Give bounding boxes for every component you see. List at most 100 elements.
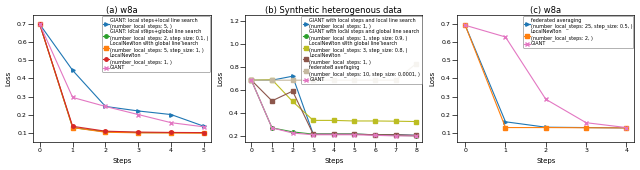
Line: GIANT with local steps and local line search
(number_local_steps: 1, ): GIANT with local steps and local line se… <box>250 74 418 137</box>
LocalNewton with global line search
(number_local_steps: 5, step_size: 1, ): (1, 0.128): 5, step_size: 1, ): (1, 0.128) <box>69 126 77 129</box>
GIANT <box>502 36 509 38</box>
Line: LocalNewton with global line search
(number_local_steps: 5, step_size: 1, ): LocalNewton with global line search (num… <box>38 23 205 135</box>
GIANT <box>200 126 208 128</box>
GIANT <box>268 127 276 129</box>
GIANT: local steps+local line search
(number_local_steps: 5, ): (5, 0.135): local steps+local line search (number_lo… <box>200 125 208 127</box>
GIANT with local steps and local line search
(number_local_steps: 1, ): (3, 0.215): 1, ): (3, 0.215) <box>309 133 317 135</box>
GIANT with local steps and local line search
(number_local_steps: 1, ): (0, 0.685): 1, ): (0, 0.685) <box>248 79 255 81</box>
LocalNewton
(number_local_steps: 1, ): (1, 0.505): 1, ): (1, 0.505) <box>268 100 276 102</box>
Line: federated averaging
(number_local_steps: 10, step_size: 0.0001, ): federated averaging (number_local_steps:… <box>250 62 418 82</box>
LocalNewton
(number_local_steps: 1, ): (1, 0.135): 1, ): (1, 0.135) <box>69 125 77 127</box>
LocalNewton
(number_local_steps: 1, ): (0, 0.685): 1, ): (0, 0.685) <box>248 79 255 81</box>
federated averaging
(number_local_steps: 25, step_size: 0.5, ): (4, 0.126): 25, step_size: 0.5, ): (4, 0.126) <box>623 127 630 129</box>
Title: (c) w8a: (c) w8a <box>530 6 561 15</box>
GIANT: local steps+global line search
(number_local_steps: 2, step_size: 0.1, ): (3, 0.1): local steps+global line search (number_l… <box>134 132 142 134</box>
Y-axis label: Loss: Loss <box>218 71 223 86</box>
federated averaging
(number_local_steps: 10, step_size: 0.0001, ): (0, 0.685): 10, step_size: 0.0001, ): (0, 0.685) <box>248 79 255 81</box>
LocalNewton
(number_local_steps: 1, ): (7, 0.21): 1, ): (7, 0.21) <box>392 134 399 136</box>
federated averaging
(number_local_steps: 10, step_size: 0.0001, ): (7, 0.685): 10, step_size: 0.0001, ): (7, 0.685) <box>392 79 399 81</box>
LocalNewton with global line search
(number_local_steps: 5, step_size: 1, ): (5, 0.097): 5, step_size: 1, ): (5, 0.097) <box>200 132 208 134</box>
GIANT with local steps and global line search
(number_local_steps: 1, step_size: 0.9, ): (0, 0.685): 1, step_size: 0.9, ): (0, 0.685) <box>248 79 255 81</box>
GIANT <box>412 135 420 137</box>
GIANT with local steps and global line search
(number_local_steps: 1, step_size: 0.9, ): (7, 0.205): 1, step_size: 0.9, ): (7, 0.205) <box>392 134 399 136</box>
LocalNewton with global line search
(number_local_steps: 3, step_size: 0.8, ): (5, 0.33): 3, step_size: 0.8, ): (5, 0.33) <box>351 120 358 122</box>
GIANT with local steps and global line search
(number_local_steps: 1, step_size: 0.9, ): (8, 0.2): 1, step_size: 0.9, ): (8, 0.2) <box>412 135 420 137</box>
GIANT <box>134 114 142 116</box>
GIANT <box>36 23 44 25</box>
federated averaging
(number_local_steps: 10, step_size: 0.0001, ): (4, 0.685): 10, step_size: 0.0001, ): (4, 0.685) <box>330 79 338 81</box>
X-axis label: Steps: Steps <box>536 158 556 164</box>
GIANT: local steps+local line search
(number_local_steps: 5, ): (3, 0.22): local steps+local line search (number_lo… <box>134 110 142 112</box>
LocalNewton
(number_local_steps: 1, ): (3, 0.103): 1, ): (3, 0.103) <box>134 131 142 133</box>
GIANT <box>309 134 317 136</box>
LocalNewton with global line search
(number_local_steps: 3, step_size: 0.8, ): (3, 0.335): 3, step_size: 0.8, ): (3, 0.335) <box>309 119 317 121</box>
Line: GIANT with local steps and global line search
(number_local_steps: 1, step_size: 0.9, ): GIANT with local steps and global line s… <box>250 79 418 138</box>
LocalNewton with global line search
(number_local_steps: 3, step_size: 0.8, ): (8, 0.325): 3, step_size: 0.8, ): (8, 0.325) <box>412 121 420 123</box>
LocalNewton
(number_local_steps: 2, ): (4, 0.126): 2, ): (4, 0.126) <box>623 127 630 129</box>
LocalNewton
(number_local_steps: 1, ): (0, 0.7): 1, ): (0, 0.7) <box>36 23 44 25</box>
Y-axis label: Loss: Loss <box>6 71 12 86</box>
LocalNewton with global line search
(number_local_steps: 3, step_size: 0.8, ): (0, 0.685): 3, step_size: 0.8, ): (0, 0.685) <box>248 79 255 81</box>
LocalNewton
(number_local_steps: 1, ): (5, 0.1): 1, ): (5, 0.1) <box>200 132 208 134</box>
Line: LocalNewton
(number_local_steps: 1, ): LocalNewton (number_local_steps: 1, ) <box>250 79 418 137</box>
GIANT: local steps+local line search
(number_local_steps: 5, ): (0, 0.7): local steps+local line search (number_lo… <box>36 23 44 25</box>
Line: federated averaging
(number_local_steps: 25, step_size: 0.5, ): federated averaging (number_local_steps:… <box>463 23 628 130</box>
GIANT with local steps and local line search
(number_local_steps: 1, ): (8, 0.205): 1, ): (8, 0.205) <box>412 134 420 136</box>
Title: (a) w8a: (a) w8a <box>106 6 138 15</box>
GIANT with local steps and local line search
(number_local_steps: 1, ): (4, 0.215): 1, ): (4, 0.215) <box>330 133 338 135</box>
LocalNewton with global line search
(number_local_steps: 3, step_size: 0.8, ): (6, 0.33): 3, step_size: 0.8, ): (6, 0.33) <box>371 120 379 122</box>
GIANT <box>623 126 630 129</box>
LocalNewton
(number_local_steps: 1, ): (4, 0.101): 1, ): (4, 0.101) <box>167 131 175 133</box>
LocalNewton with global line search
(number_local_steps: 5, step_size: 1, ): (4, 0.098): 5, step_size: 1, ): (4, 0.098) <box>167 132 175 134</box>
LocalNewton
(number_local_steps: 1, ): (3, 0.215): 1, ): (3, 0.215) <box>309 133 317 135</box>
GIANT <box>461 24 469 26</box>
X-axis label: Steps: Steps <box>324 158 344 164</box>
GIANT with local steps and local line search
(number_local_steps: 1, ): (2, 0.72): 1, ): (2, 0.72) <box>289 75 296 77</box>
LocalNewton
(number_local_steps: 2, ): (0, 0.695): 2, ): (0, 0.695) <box>461 24 469 26</box>
federated averaging
(number_local_steps: 10, step_size: 0.0001, ): (3, 0.685): 10, step_size: 0.0001, ): (3, 0.685) <box>309 79 317 81</box>
LocalNewton
(number_local_steps: 1, ): (2, 0.59): 1, ): (2, 0.59) <box>289 90 296 92</box>
GIANT <box>248 79 255 81</box>
LocalNewton
(number_local_steps: 1, ): (5, 0.215): 1, ): (5, 0.215) <box>351 133 358 135</box>
federated averaging
(number_local_steps: 10, step_size: 0.0001, ): (6, 0.685): 10, step_size: 0.0001, ): (6, 0.685) <box>371 79 379 81</box>
GIANT with local steps and global line search
(number_local_steps: 1, step_size: 0.9, ): (1, 0.27): 1, step_size: 0.9, ): (1, 0.27) <box>268 127 276 129</box>
LocalNewton
(number_local_steps: 1, ): (2, 0.108): 1, ): (2, 0.108) <box>102 130 109 132</box>
Line: LocalNewton with global line search
(number_local_steps: 3, step_size: 0.8, ): LocalNewton with global line search (num… <box>250 78 418 123</box>
GIANT: local steps+global line search
(number_local_steps: 2, step_size: 0.1, ): (0, 0.7): local steps+global line search (number_l… <box>36 23 44 25</box>
GIANT: local steps+global line search
(number_local_steps: 2, step_size: 0.1, ): (4, 0.1): local steps+global line search (number_l… <box>167 132 175 134</box>
Line: LocalNewton
(number_local_steps: 2, ): LocalNewton (number_local_steps: 2, ) <box>463 23 628 130</box>
LocalNewton with global line search
(number_local_steps: 5, step_size: 1, ): (2, 0.102): 5, step_size: 1, ): (2, 0.102) <box>102 131 109 133</box>
Legend: GIANT with local steps and local line search
(number_local_steps: 1, ), GIANT wi: GIANT with local steps and local line se… <box>301 16 422 84</box>
LocalNewton with global line search
(number_local_steps: 5, step_size: 1, ): (3, 0.099): 5, step_size: 1, ): (3, 0.099) <box>134 132 142 134</box>
federated averaging
(number_local_steps: 25, step_size: 0.5, ): (0, 0.695): 25, step_size: 0.5, ): (0, 0.695) <box>461 24 469 26</box>
Line: GIANT: local steps+local line search
(number_local_steps: 5, ): GIANT: local steps+local line search (nu… <box>38 23 205 128</box>
GIANT with local steps and local line search
(number_local_steps: 1, ): (7, 0.21): 1, ): (7, 0.21) <box>392 134 399 136</box>
GIANT <box>69 96 77 98</box>
GIANT: local steps+global line search
(number_local_steps: 2, step_size: 0.1, ): (2, 0.105): local steps+global line search (number_l… <box>102 131 109 133</box>
Line: GIANT: GIANT <box>250 79 418 138</box>
Legend: GIANT: local steps+local line search
(number_local_steps: 5, ), GIANT: local ste: GIANT: local steps+local line search (nu… <box>102 16 209 72</box>
LocalNewton
(number_local_steps: 2, ): (2, 0.128): 2, ): (2, 0.128) <box>542 126 550 129</box>
GIANT: local steps+local line search
(number_local_steps: 5, ): (1, 0.445): local steps+local line search (number_lo… <box>69 69 77 71</box>
GIANT with local steps and local line search
(number_local_steps: 1, ): (5, 0.215): 1, ): (5, 0.215) <box>351 133 358 135</box>
Title: (b) Synthetic heterogenous data: (b) Synthetic heterogenous data <box>266 6 403 15</box>
LocalNewton
(number_local_steps: 2, ): (3, 0.127): 2, ): (3, 0.127) <box>582 127 590 129</box>
LocalNewton with global line search
(number_local_steps: 3, step_size: 0.8, ): (4, 0.335): 3, step_size: 0.8, ): (4, 0.335) <box>330 119 338 121</box>
GIANT <box>371 134 379 136</box>
GIANT: local steps+global line search
(number_local_steps: 2, step_size: 0.1, ): (1, 0.128): local steps+global line search (number_l… <box>69 126 77 129</box>
federated averaging
(number_local_steps: 10, step_size: 0.0001, ): (5, 0.685): 10, step_size: 0.0001, ): (5, 0.685) <box>351 79 358 81</box>
GIANT <box>582 122 590 124</box>
GIANT with local steps and global line search
(number_local_steps: 1, step_size: 0.9, ): (2, 0.235): 1, step_size: 0.9, ): (2, 0.235) <box>289 131 296 133</box>
LocalNewton
(number_local_steps: 1, ): (6, 0.21): 1, ): (6, 0.21) <box>371 134 379 136</box>
Line: GIANT: GIANT <box>38 23 205 129</box>
GIANT <box>102 105 109 107</box>
Line: LocalNewton
(number_local_steps: 1, ): LocalNewton (number_local_steps: 1, ) <box>38 23 205 134</box>
LocalNewton with global line search
(number_local_steps: 5, step_size: 1, ): (0, 0.7): 5, step_size: 1, ): (0, 0.7) <box>36 23 44 25</box>
federated averaging
(number_local_steps: 10, step_size: 0.0001, ): (1, 0.685): 10, step_size: 0.0001, ): (1, 0.685) <box>268 79 276 81</box>
LocalNewton
(number_local_steps: 1, ): (8, 0.205): 1, ): (8, 0.205) <box>412 134 420 136</box>
GIANT with local steps and global line search
(number_local_steps: 1, step_size: 0.9, ): (3, 0.215): 1, step_size: 0.9, ): (3, 0.215) <box>309 133 317 135</box>
GIANT <box>392 135 399 137</box>
GIANT: local steps+local line search
(number_local_steps: 5, ): (2, 0.245): local steps+local line search (number_lo… <box>102 105 109 107</box>
GIANT <box>542 98 550 100</box>
Legend: federated averaging
(number_local_steps: 25, step_size: 0.5, ), LocalNewton
(num: federated averaging (number_local_steps:… <box>523 16 634 48</box>
